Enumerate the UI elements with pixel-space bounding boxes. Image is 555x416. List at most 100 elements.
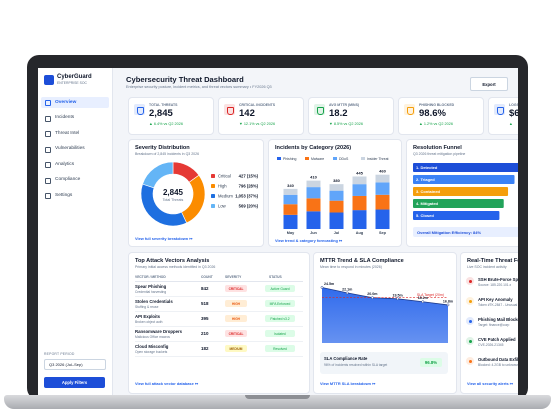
bar-segment (375, 209, 390, 229)
legend-label: Phishing (283, 157, 296, 161)
kpi-value: 98.6% (419, 108, 446, 119)
laptop-base (4, 395, 551, 409)
mttr-point (371, 296, 374, 300)
mttr-point (320, 286, 324, 289)
period-value: Q3 2026 (Jul–Sep) (49, 362, 83, 368)
bar-total: 380 (333, 178, 340, 183)
bar-segment (306, 180, 321, 188)
sidebar: CyberGuard ENTERPRISE SOC Overview Incident… (38, 68, 113, 395)
nav-item[interactable]: Incidents (41, 113, 109, 124)
chart: SLA Target (20m) 24.5m 22.1m 20.0m 19.5m 18.2… (320, 282, 453, 343)
nav-label: Analytics (55, 161, 75, 167)
legend-swatch (211, 204, 215, 208)
period-select[interactable]: Q3 2026 (Jul–Sep) (44, 359, 106, 370)
feed-detail: CVE-2026-21345 (478, 342, 504, 347)
feed-title: API Key Anomaly (478, 297, 513, 302)
legend-value: 427 (15%) (239, 173, 259, 178)
kpi-icon-shape (317, 106, 324, 115)
severity-pill: MEDIUM (225, 345, 247, 352)
bar-segment (329, 200, 344, 213)
mttr-point (421, 300, 425, 304)
kpi-icon (404, 104, 415, 115)
mttr-value-label: 16.8m (443, 299, 453, 303)
funnel-bar (413, 199, 504, 208)
nav-item[interactable]: Vulnerabilities (41, 144, 109, 155)
donut-slice (142, 161, 174, 189)
panel-title: Resolution Funnel (413, 145, 462, 151)
nav-label: Threat Intel (55, 130, 80, 136)
legend-value: 569 (20%) (239, 203, 259, 208)
nav-icon (45, 115, 51, 122)
bar-segment (375, 174, 390, 183)
legend-value: 796 (28%) (239, 183, 259, 188)
feed-panel: Real-Time Threat FeedLive SOC incident a… (460, 252, 518, 394)
legend-swatch (211, 174, 215, 178)
chart: Phishing Malware DDoS Insider Threat 340 May 4… (277, 157, 390, 235)
kpi-delta: ▲ 6.4% vs Q2 2026 (149, 122, 183, 126)
donut-center-label: Total Threats (163, 198, 184, 202)
mttr-value-label: 20.0m (367, 292, 377, 296)
panel-link[interactable]: View full attack vector database ↦ (135, 381, 199, 386)
legend-label: High (218, 183, 227, 188)
mttr-value-label: 22.1m (342, 287, 352, 291)
panel-title: Real-Time Threat Feed (467, 258, 518, 264)
legend-swatch (305, 157, 309, 160)
vector-method: Malicious Office macros (135, 334, 170, 339)
apply-button[interactable]: Apply Filters (44, 377, 105, 388)
panel-subtitle: Live SOC incident activity (467, 265, 507, 269)
panel-link[interactable]: View trend & category forecasting ↦ (275, 238, 343, 243)
panel-link[interactable]: View full severity breakdown ↦ (135, 236, 193, 241)
kpi-label: PHISHING BLOCKED (419, 103, 455, 107)
nav-item[interactable]: Analytics (41, 159, 109, 170)
funnel-footer: Overall Mitigation Efficiency: 84% (413, 227, 518, 237)
export-button[interactable]: Export (470, 77, 508, 91)
panel-subtitle: Q3 2026 threat mitigation pipeline (413, 152, 466, 156)
bar-segment (283, 204, 298, 215)
kpi-delta: ▲ 1.2% vs Q2 2026 (419, 122, 453, 126)
bar-segment (352, 195, 367, 211)
bar-segment (352, 210, 367, 229)
vector-method: Stuffing & reuse (135, 304, 159, 309)
vector-count: 518 (201, 301, 209, 306)
kpi-card: LOGS$6 ▲ (488, 97, 518, 135)
severity-pill: CRITICAL (225, 330, 247, 337)
row-rule (135, 326, 303, 327)
x-tick-label: Jul (334, 231, 340, 235)
status-pill: Active Guard (265, 285, 295, 292)
kpi-value: 2,845 (149, 108, 173, 119)
mttr-panel: MTTR Trend & SLA Compliance Mean time to … (313, 252, 457, 394)
row-rule (135, 311, 303, 312)
row-rule (135, 296, 303, 297)
funnel-label: 1. Detected (416, 165, 438, 170)
nav-label: Compliance (55, 177, 81, 182)
kpi-label: LOGS (509, 103, 518, 107)
panel-link[interactable]: View MTTR SLA breakdown ↦ (320, 381, 376, 386)
vector-count: 210 (201, 331, 209, 336)
mttr-point (446, 303, 450, 307)
kpi-label: AVG MTTR (MINS) (329, 103, 360, 107)
row-rule (135, 356, 303, 357)
x-tick-label: May (287, 231, 295, 235)
nav-item[interactable]: Overview (41, 97, 109, 108)
bar-segment (352, 184, 367, 196)
nav-item[interactable]: Settings (41, 190, 109, 201)
mttr-value-label: 24.5m (324, 282, 334, 286)
status-label: MFA Enforced (269, 301, 291, 306)
kpi-delta: ▼ 12.1% vs Q2 2026 (239, 122, 276, 126)
kpi-icon-shape (407, 106, 414, 115)
funnel-bar (413, 163, 518, 172)
panel-link[interactable]: View all security alerts ↦ (467, 381, 514, 386)
vector-name: API Exploits (135, 314, 161, 319)
vectors-panel: Top Attack Vectors Analysis Primary initi… (128, 252, 310, 394)
panel-subtitle: Breakdown of 2,845 incidents in Q3 2026 (135, 152, 200, 156)
nav-item[interactable]: Compliance (41, 175, 109, 186)
mttr-value-label: 18.2m (418, 296, 428, 300)
kpi-label: CRITICAL INCIDENTS (239, 103, 276, 107)
nav-item[interactable]: Threat Intel (41, 128, 109, 139)
panel-title: MTTR Trend & SLA Compliance (320, 258, 404, 264)
sla-note: 96% of incidents resolved within SLA tar… (324, 363, 388, 367)
vector-name: Ransomware Droppers (135, 329, 183, 334)
vector-name: Stolen Credentials (135, 299, 173, 304)
bar-segment (352, 176, 367, 185)
severity-pill: CRITICAL (225, 285, 247, 292)
